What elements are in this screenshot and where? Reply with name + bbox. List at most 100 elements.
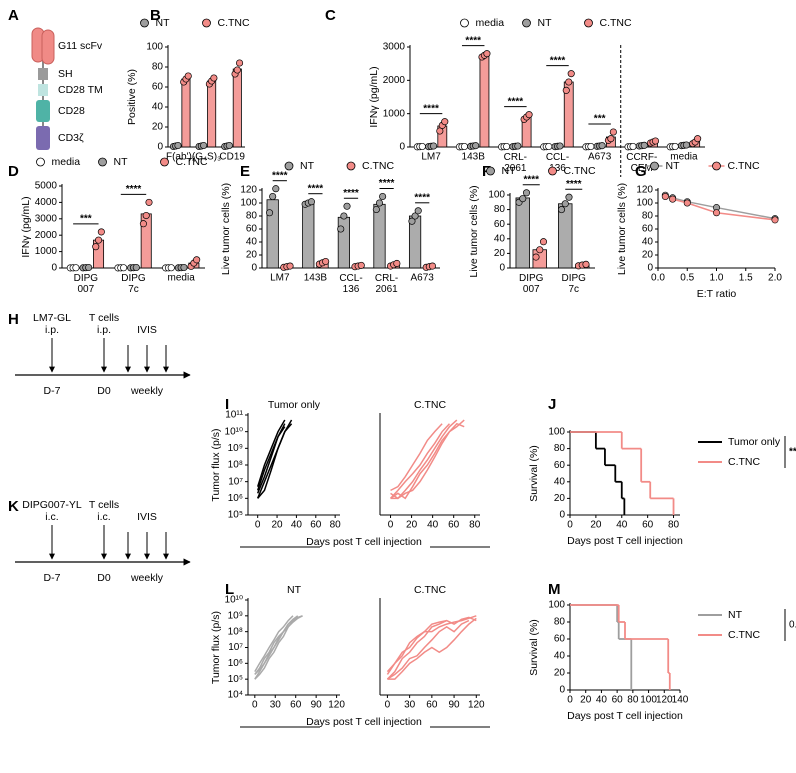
data-point xyxy=(167,264,175,272)
y-tick-label: 60 xyxy=(246,224,258,235)
bar xyxy=(337,216,350,269)
data-point xyxy=(340,212,348,220)
data-point xyxy=(771,216,779,224)
x-tick-label: DIPG 7c xyxy=(562,273,587,295)
x-tick-label: A673 xyxy=(588,152,612,163)
x-tick-label: 100 xyxy=(640,695,657,706)
x-axis-label: Days post T cell injection xyxy=(567,535,683,547)
x-tick-label: CCL-136 xyxy=(339,273,362,295)
legend-label: NT xyxy=(156,17,171,29)
cd3z-domain xyxy=(36,126,50,150)
x-tick-label: 20 xyxy=(271,520,283,531)
data-point xyxy=(132,263,140,272)
series-line xyxy=(256,419,286,487)
significance-label: **** xyxy=(272,170,288,181)
x-tick-label: media xyxy=(168,273,196,284)
data-point xyxy=(265,209,274,217)
y-axis-label: IFNγ (pg/mL) xyxy=(368,66,380,127)
y-tick-label: 80 xyxy=(152,62,164,73)
y-tick-label: 10⁸ xyxy=(228,460,243,471)
x-tick-label: 40 xyxy=(596,695,608,706)
x-tick-label: 80 xyxy=(469,520,481,531)
legend-marker xyxy=(346,161,356,171)
data-point xyxy=(539,238,548,246)
panel-label: B xyxy=(150,7,161,24)
route-label: i.c. xyxy=(45,511,58,523)
data-point xyxy=(669,195,677,203)
y-tick-label: 60 xyxy=(554,634,566,645)
data-point xyxy=(269,192,277,201)
significance-label: **** xyxy=(414,192,430,203)
x-tick-label: 143B xyxy=(304,273,328,284)
x-tick-label: 140 xyxy=(672,695,689,706)
step-label: IVIS xyxy=(137,511,157,523)
y-tick-label: 10⁶ xyxy=(228,658,243,669)
bar xyxy=(479,54,490,148)
y-tick-label: 40 xyxy=(494,233,506,244)
legend-label: C.TNC xyxy=(218,17,250,29)
y-tick-label: 20 xyxy=(554,493,566,504)
x-tick-label: 2.0 xyxy=(768,273,782,284)
data-point xyxy=(142,211,150,220)
significance-label: *** xyxy=(80,214,92,225)
x-tick-label: A673 xyxy=(411,273,435,284)
y-tick-label: 3000 xyxy=(383,42,406,53)
y-tick-label: 20 xyxy=(152,122,164,133)
x-tick-label: DIPG 007 xyxy=(519,273,544,295)
y-tick-label: 10⁷ xyxy=(228,476,243,487)
subplot-title: C.TNC xyxy=(414,399,446,411)
data-point xyxy=(180,263,188,272)
panel-label: K xyxy=(8,498,19,515)
data-point xyxy=(536,246,544,254)
x-tick-label: 0.5 xyxy=(680,273,694,284)
legend-label: NT xyxy=(666,160,681,172)
x-tick-label: CD19 xyxy=(219,152,245,163)
data-point xyxy=(184,72,192,80)
x-tick-label: 60 xyxy=(426,700,438,711)
data-point xyxy=(210,74,218,82)
x-tick-label: 40 xyxy=(291,520,303,531)
x-tick-label: 60 xyxy=(290,700,302,711)
data-point xyxy=(393,259,401,268)
series-line xyxy=(256,426,286,494)
x-tick-label: LM7 xyxy=(421,152,441,163)
x-tick-label: DIPG 007 xyxy=(74,273,99,295)
x-tick-label: 0.0 xyxy=(651,273,665,284)
series-line xyxy=(390,419,458,500)
legend-label: media xyxy=(52,156,81,168)
step-label: DIPG007-YL xyxy=(22,499,82,511)
sh-domain xyxy=(38,68,48,80)
x-tick-label: 1.0 xyxy=(710,273,724,284)
series-line xyxy=(257,423,293,499)
series-line xyxy=(390,423,443,492)
data-point xyxy=(418,142,426,151)
x-tick-label: 60 xyxy=(642,520,654,531)
legend-marker xyxy=(712,161,721,171)
series-line xyxy=(254,615,294,672)
y-tick-label: 60 xyxy=(494,219,506,230)
significance-label: **** xyxy=(308,183,324,194)
day-label: D-7 xyxy=(44,572,61,584)
y-tick-label: 1000 xyxy=(383,108,406,119)
series-line xyxy=(386,615,477,675)
significance-label: ** xyxy=(789,447,796,458)
data-point xyxy=(357,261,365,269)
data-point xyxy=(337,225,345,233)
data-point xyxy=(522,189,531,197)
x-tick-label: 80 xyxy=(627,695,639,706)
x-axis-label: Days post T cell injection xyxy=(567,710,683,722)
y-tick-label: 40 xyxy=(246,237,258,248)
significance-label: **** xyxy=(343,188,359,199)
y-axis-label: Positive (%) xyxy=(126,69,138,125)
x-tick-label: 0 xyxy=(252,700,258,711)
y-tick-label: 40 xyxy=(642,237,654,248)
data-point xyxy=(556,142,564,150)
x-tick-label: media xyxy=(670,152,698,163)
x-tick-label: 90 xyxy=(311,700,323,711)
y-tick-label: 20 xyxy=(554,668,566,679)
x-tick-label: 60 xyxy=(448,520,460,531)
data-point xyxy=(120,264,128,272)
y-tick-label: 10¹¹ xyxy=(225,410,243,421)
series-line xyxy=(254,615,303,680)
series-line xyxy=(387,619,470,680)
